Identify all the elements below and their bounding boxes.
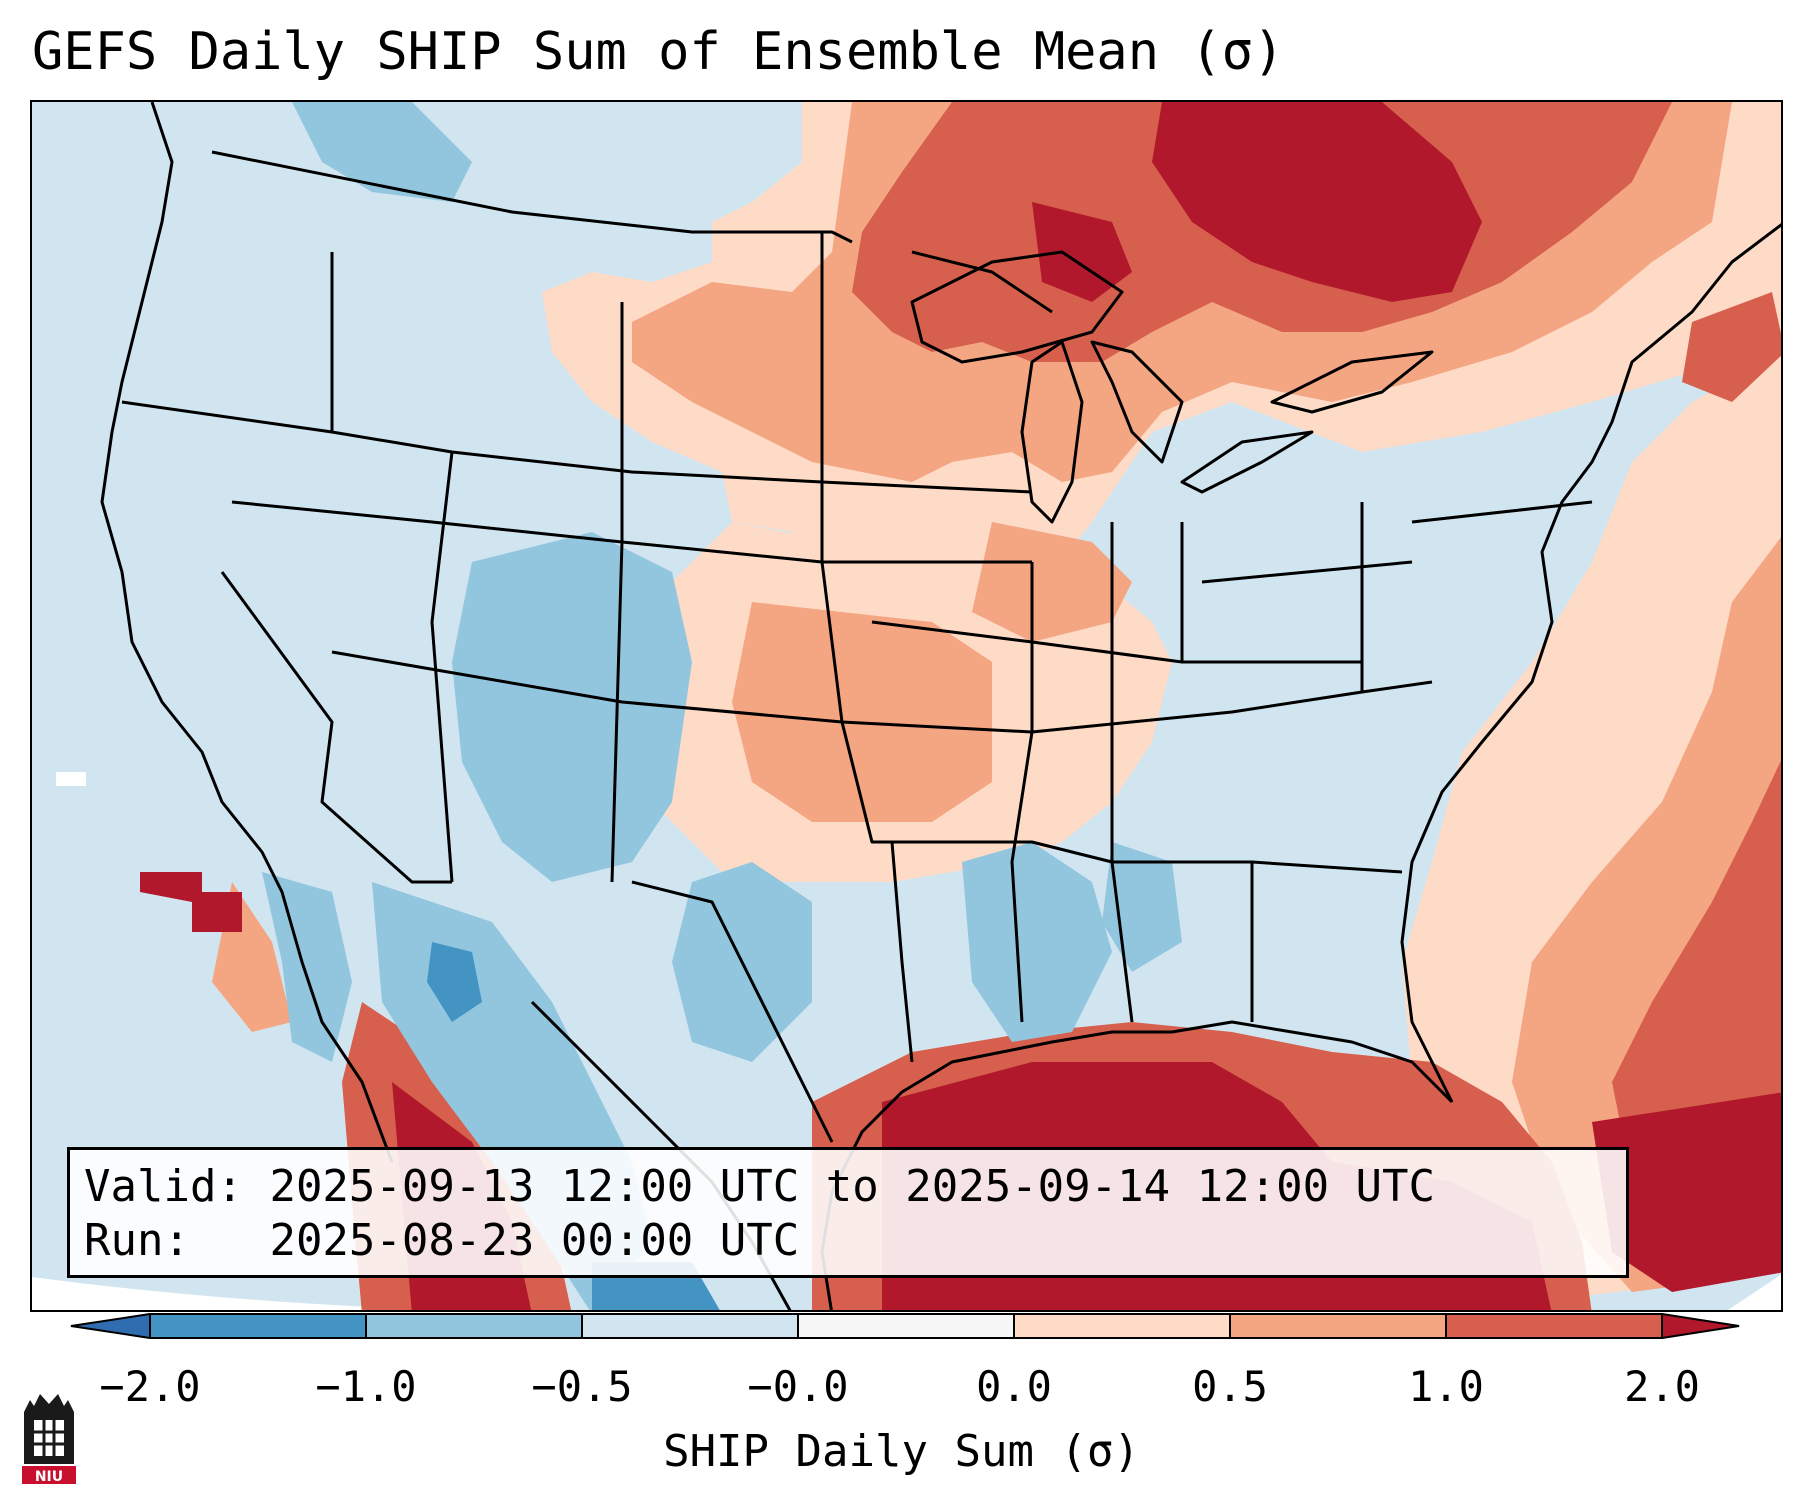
colorbar-extend-low xyxy=(70,1313,150,1339)
positive-anomaly-caribbean-core xyxy=(1592,1092,1781,1292)
negative-anomaly-pnw xyxy=(292,102,472,202)
valid-label: Valid: xyxy=(84,1161,243,1212)
positive-anomaly-great-lakes-core xyxy=(1152,102,1482,302)
colorbar-label: SHIP Daily Sum (σ) xyxy=(663,1426,1140,1477)
chart-title: GEFS Daily SHIP Sum of Ensemble Mean (σ) xyxy=(32,22,1285,82)
colorbar-tick-label: 0.0 xyxy=(976,1362,1052,1411)
colorbar-tick-label: 1.0 xyxy=(1408,1362,1484,1411)
positive-anomaly-ontario-core xyxy=(1032,202,1132,302)
colorbar-tick-label: −2.0 xyxy=(99,1362,201,1411)
domain-edge-sw xyxy=(32,1277,441,1310)
map-panel xyxy=(30,100,1783,1312)
colorbar-bin-3 xyxy=(582,1313,798,1339)
domain-edge-se xyxy=(1728,1274,1781,1310)
colorbar-extend-high xyxy=(1662,1313,1740,1339)
valid-value: 2025-09-13 12:00 UTC to 2025-09-14 12:00… xyxy=(269,1161,1436,1212)
positive-anomaly-offshore-patch xyxy=(140,872,242,932)
negative-anomaly-mexico-core xyxy=(427,942,482,1022)
colorbar-bin-1 xyxy=(150,1313,366,1339)
missing-data-patch xyxy=(56,772,86,786)
colorbar-bin-5 xyxy=(1014,1313,1230,1339)
valid-run-info-box: Valid: 2025-09-13 12:00 UTC to 2025-09-1… xyxy=(67,1147,1629,1278)
colorbar-bin-4 xyxy=(798,1313,1014,1339)
negative-anomaly-baja xyxy=(262,872,352,1062)
colorbar-tick-label: 2.0 xyxy=(1624,1362,1700,1411)
niu-logo: NIU xyxy=(22,1394,76,1485)
negative-anomaly-mississippi xyxy=(962,842,1112,1042)
anomaly-map xyxy=(32,102,1781,1310)
negative-anomaly-rockies xyxy=(452,532,692,882)
colorbar-bin-2 xyxy=(366,1313,582,1339)
colorbar-tick-label: −1.0 xyxy=(315,1362,417,1411)
colorbar-tick-label: 0.5 xyxy=(1192,1362,1268,1411)
positive-anomaly-new-england xyxy=(1682,292,1781,402)
niu-logo-text: NIU xyxy=(35,1469,63,1485)
positive-anomaly-kansas-mid xyxy=(732,602,992,822)
colorbar-tick-label: −0.5 xyxy=(531,1362,633,1411)
positive-anomaly-iowa-mid xyxy=(972,522,1132,642)
colorbar-bin-7 xyxy=(1446,1313,1662,1339)
colorbar-bin-6 xyxy=(1230,1313,1446,1339)
run-value: 2025-08-23 00:00 UTC xyxy=(269,1215,800,1266)
colorbar xyxy=(70,1313,1740,1339)
run-label: Run: xyxy=(84,1215,190,1266)
colorbar-tick-label: −0.0 xyxy=(747,1362,849,1411)
colorbar-ticks xyxy=(149,1313,1663,1339)
